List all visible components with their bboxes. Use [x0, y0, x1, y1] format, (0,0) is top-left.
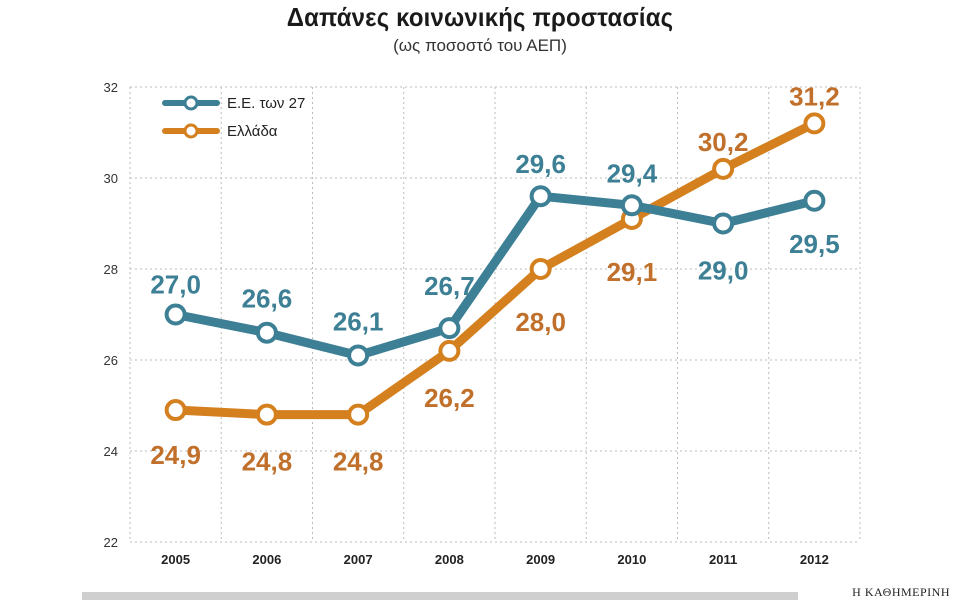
data-label-eu27: 26,7 [424, 271, 475, 301]
x-tick-label: 2009 [526, 552, 555, 567]
data-point-eu27 [438, 317, 461, 340]
x-tick-label: 2011 [709, 552, 737, 567]
chart-title: Δαπάνες κοινωνικής προστασίας [286, 2, 674, 32]
data-label-eu27: 29,6 [515, 149, 566, 179]
x-tick-label: 2007 [344, 552, 373, 567]
legend-item-eu27: Ε.Ε. των 27 [162, 95, 305, 112]
data-label-eu27: 27,0 [150, 270, 201, 300]
series-line-greece [171, 118, 819, 420]
x-tick-label: 2010 [617, 552, 646, 567]
data-point-greece [438, 339, 461, 362]
legend-item-greece: Ελλάδα [162, 123, 278, 140]
data-label-greece: 24,8 [242, 447, 293, 477]
data-point-greece [712, 157, 735, 180]
data-point-greece [347, 403, 370, 426]
legend-swatch-marker [183, 95, 199, 111]
legend: Ε.Ε. των 27 Ελλάδα [162, 95, 305, 140]
y-tick-label: 26 [104, 353, 118, 368]
data-label-eu27: 26,6 [242, 284, 293, 314]
data-point-eu27 [255, 321, 278, 344]
legend-label: Ελλάδα [227, 123, 278, 140]
data-point-eu27 [347, 344, 370, 367]
grid [129, 86, 861, 543]
y-tick-label: 32 [104, 80, 118, 95]
data-label-greece: 30,2 [698, 127, 749, 157]
y-tick-label: 28 [104, 262, 118, 277]
data-point-eu27 [164, 303, 187, 326]
data-label-greece: 24,9 [150, 440, 201, 470]
series-line-eu27 [171, 191, 819, 360]
series [164, 112, 826, 426]
brand-logo: Η ΚΑΘΗΜΕΡΙΝΗ [852, 585, 950, 599]
y-tick-label: 22 [104, 535, 118, 550]
y-tick-label: 30 [104, 171, 118, 186]
data-label-greece: 26,2 [424, 383, 475, 413]
data-point-eu27 [529, 185, 552, 208]
data-point-greece [164, 399, 187, 422]
data-label-eu27: 29,5 [789, 229, 840, 259]
data-labels: 27,0 26,6 26,1 26,7 29,6 29,4 29,0 29,5 24,9 24,8… [150, 81, 839, 476]
x-tick-label: 2006 [252, 552, 281, 567]
data-point-greece [529, 258, 552, 280]
y-tick-label: 24 [104, 444, 118, 459]
legend-label: Ε.Ε. των 27 [227, 95, 305, 112]
legend-swatch-marker [183, 123, 199, 139]
data-label-eu27: 29,4 [607, 158, 658, 188]
data-point-greece [255, 403, 278, 426]
footer-bar [82, 592, 798, 600]
data-label-greece: 31,2 [789, 81, 840, 111]
data-point-eu27 [803, 189, 826, 212]
data-point-eu27 [712, 212, 735, 235]
data-label-eu27: 29,0 [698, 256, 749, 286]
data-label-greece: 24,8 [333, 447, 384, 477]
x-axis: 2005 2006 2007 2008 2009 2010 2011 2012 [161, 552, 829, 567]
x-tick-label: 2005 [161, 552, 190, 567]
data-point-greece [803, 112, 826, 135]
data-label-eu27: 26,1 [333, 306, 384, 336]
y-axis: 22 24 26 28 30 32 [104, 80, 118, 550]
data-label-greece: 28,0 [515, 307, 566, 337]
data-point-eu27 [620, 194, 643, 217]
chart-subtitle: (ως ποσοστό του ΑΕΠ) [393, 36, 567, 55]
data-label-greece: 29,1 [607, 257, 658, 287]
x-tick-label: 2008 [435, 552, 464, 567]
x-tick-label: 2012 [800, 552, 829, 567]
